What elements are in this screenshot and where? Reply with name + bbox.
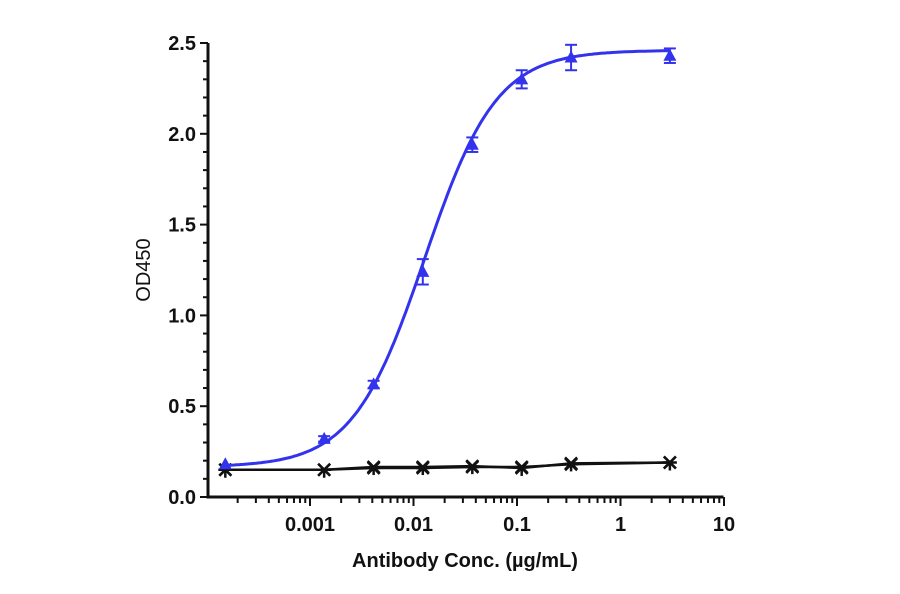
plot-area <box>218 43 677 478</box>
triangle-marker-icon <box>515 72 529 85</box>
x-tick-label: 0.01 <box>394 514 433 536</box>
triangle-marker-icon <box>367 377 381 390</box>
y-tick-label: 1.5 <box>168 215 196 237</box>
triangle-marker-icon <box>564 50 578 63</box>
y-tick-label: 0.0 <box>168 487 196 509</box>
triangle-marker-icon <box>465 137 479 150</box>
y-axis-title: OD450 <box>133 238 155 301</box>
series-control-2 <box>218 455 677 477</box>
fit-curve <box>225 49 670 467</box>
x-tick-label: 0.001 <box>285 514 335 536</box>
y-axis: 0.0 0.5 1.0 1.5 2.0 2.5 <box>168 33 210 509</box>
triangle-marker-icon <box>416 264 430 277</box>
x-axis: 0.001 0.01 0.1 1 10 <box>206 495 735 536</box>
y-tick-label: 2.0 <box>168 124 196 146</box>
y-tick-label: 2.5 <box>168 33 196 55</box>
triangle-marker-icon <box>317 431 331 444</box>
triangle-marker-icon <box>663 48 677 61</box>
series-antibody <box>218 43 677 470</box>
x-tick-label: 1 <box>615 514 626 536</box>
triangle-marker-icon <box>218 457 232 470</box>
x-axis-title: Antibody Conc. (µg/mL) <box>352 550 578 572</box>
x-tick-label: 10 <box>713 514 735 536</box>
control-line <box>225 461 670 472</box>
y-tick-label: 1.0 <box>168 305 196 327</box>
y-tick-label: 0.5 <box>168 396 196 418</box>
x-tick-label: 0.1 <box>503 514 531 536</box>
